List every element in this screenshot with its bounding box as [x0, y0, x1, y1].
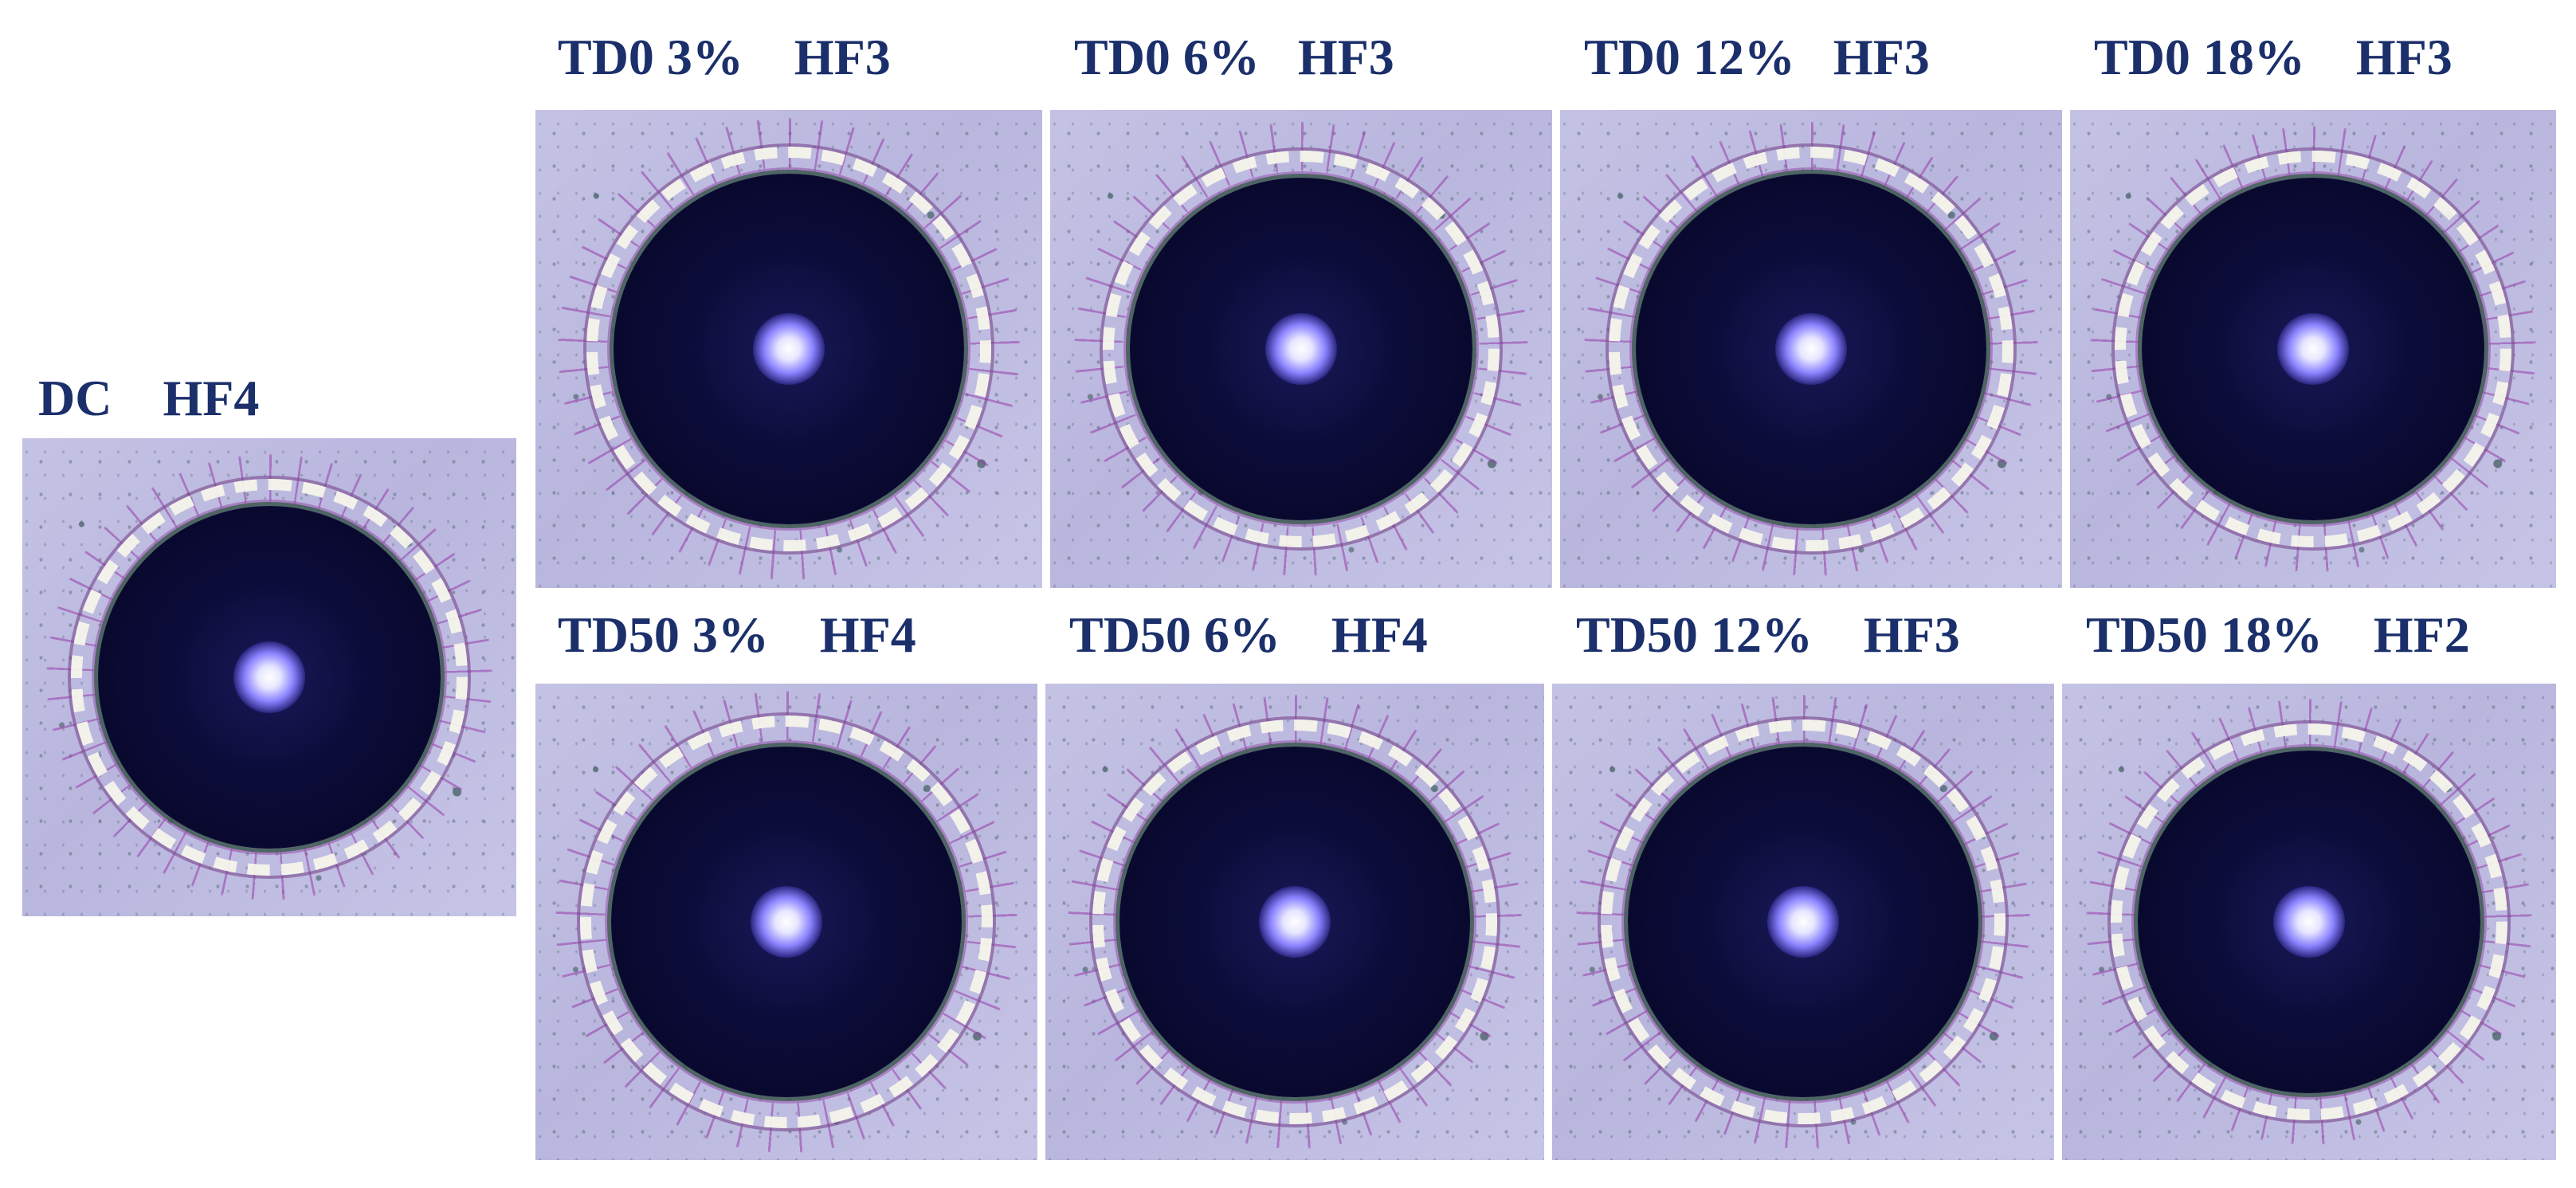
indentation-image-td50-12	[1552, 684, 2054, 1160]
indentation-image-td0-18	[2070, 110, 2556, 588]
panel-label-td0-3: TD0 3% HF3	[558, 29, 891, 85]
panel-label-td0-18: TD0 18% HF3	[2094, 29, 2452, 85]
panel-label-td0-6: TD0 6% HF3	[1074, 29, 1394, 85]
panel-label-td50-6: TD50 6% HF4	[1069, 606, 1428, 663]
panel-label-td50-12: TD50 12% HF3	[1576, 606, 1960, 663]
panel-label-td50-18: TD50 18% HF2	[2086, 606, 2470, 663]
indentation-image-td50-6	[1045, 684, 1544, 1160]
panel-label-dc: DC HF4	[38, 370, 260, 426]
indentation-image-td0-6	[1050, 110, 1552, 588]
panel-label-td50-3: TD50 3% HF4	[558, 606, 916, 663]
indentation-image-td0-12	[1560, 110, 2062, 588]
panel-label-td0-12: TD0 12% HF3	[1584, 29, 1930, 85]
indentation-image-td50-18	[2062, 684, 2556, 1160]
indentation-image-td50-3	[535, 684, 1037, 1160]
indentation-image-td0-3	[535, 110, 1042, 588]
indentation-image-dc	[22, 438, 516, 916]
